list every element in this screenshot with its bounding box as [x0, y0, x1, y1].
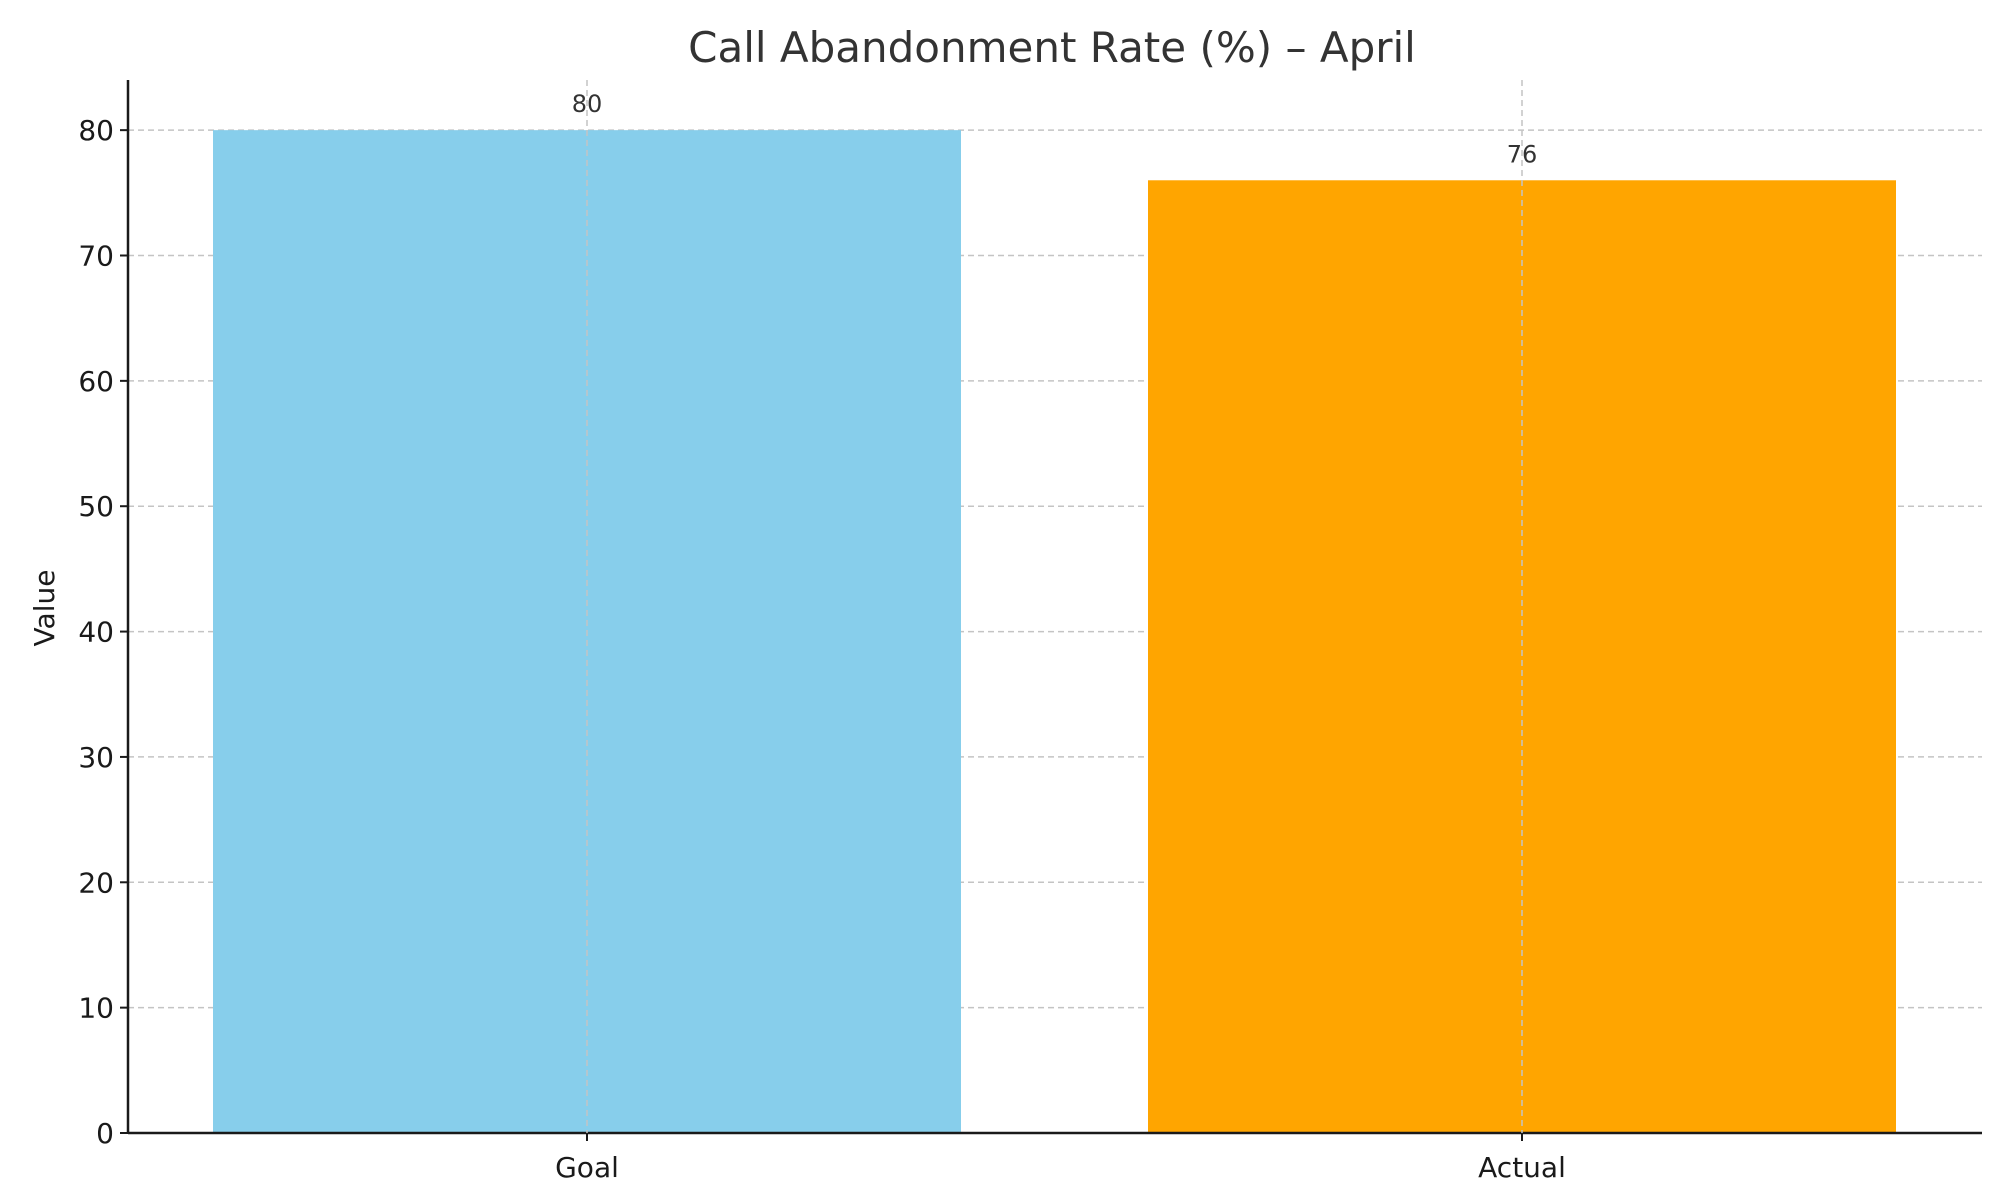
bars	[213, 130, 1896, 1134]
data-labels: 80 76	[572, 80, 1538, 1133]
x-tick-label: Goal	[555, 1151, 619, 1184]
y-tick-label: 60	[78, 365, 114, 398]
x-tick-label: Actual	[1478, 1151, 1566, 1184]
data-label-actual: 76	[1507, 140, 1538, 168]
y-tick-label: 30	[78, 741, 114, 774]
x-ticks: Goal Actual	[555, 1133, 1566, 1184]
y-ticks: 0 10 20 30 40 50 60 70 80	[78, 114, 128, 1150]
y-tick-label: 70	[78, 240, 114, 273]
y-tick-label: 80	[78, 114, 114, 147]
data-label-goal: 80	[572, 90, 603, 118]
y-tick-label: 20	[78, 866, 114, 899]
y-axis-title: Value	[28, 570, 61, 647]
y-tick-label: 10	[78, 992, 114, 1025]
y-tick-label: 40	[78, 616, 114, 649]
chart-title: Call Abandonment Rate (%) – April	[688, 23, 1416, 72]
y-tick-label: 0	[96, 1117, 114, 1150]
y-tick-label: 50	[78, 490, 114, 523]
